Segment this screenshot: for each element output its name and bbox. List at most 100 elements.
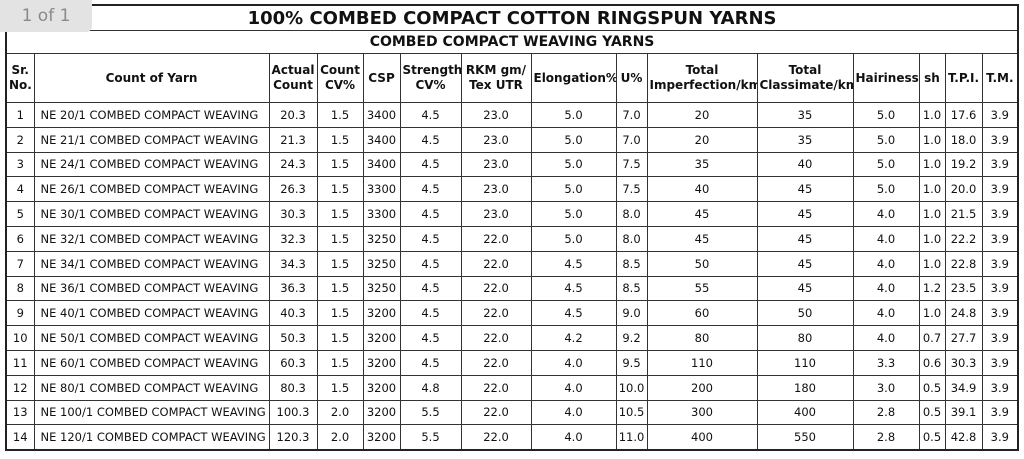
column-header: Total Imperfection/km [646, 53, 758, 103]
cell-value: 60 [646, 300, 758, 327]
cell-value: 17.6 [944, 102, 983, 128]
cell-value: 2.8 [852, 399, 920, 426]
column-header: sh [918, 53, 946, 103]
cell-value: 4.5 [399, 300, 462, 327]
cell-value: 1.2 [918, 275, 946, 302]
cell-value: 55 [646, 275, 758, 302]
cell-value: 7.0 [615, 126, 648, 153]
cell-value: 1.0 [918, 225, 946, 252]
page-badge: 1 of 1 [0, 0, 92, 32]
yarn-name: NE 26/1 COMBED COMPACT WEAVING [33, 176, 270, 203]
cell-value: 4.0 [530, 399, 617, 426]
yarn-name: NE 50/1 COMBED COMPACT WEAVING [33, 325, 270, 351]
data-row: 14 NE 120/1 COMBED COMPACT WEAVING 120.3 2.… [5, 424, 1019, 451]
cell-value: 3.9 [981, 399, 1019, 426]
cell-value: 23.0 [460, 176, 532, 203]
cell-value: 1.5 [316, 325, 364, 351]
cell-value: 1.5 [316, 250, 364, 277]
cell-value: 14 [5, 424, 35, 451]
cell-value: 50 [756, 300, 854, 327]
cell-value: 3200 [362, 399, 401, 426]
cell-value: 3.9 [981, 374, 1019, 401]
subtitle-row: COMBED COMPACT WEAVING YARNS [5, 30, 1019, 54]
cell-value: 300 [646, 399, 758, 426]
cell-value: 30.3 [944, 349, 983, 376]
cell-value: 22.0 [460, 325, 532, 351]
cell-value: 45 [756, 201, 854, 227]
cell-value: 34.3 [268, 250, 318, 277]
cell-value: 18.0 [944, 126, 983, 153]
cell-value: 4.0 [530, 374, 617, 401]
table-title: 100% COMBED COMPACT COTTON RINGSPUN YARN… [5, 4, 1019, 31]
cell-value: 1.0 [918, 151, 946, 178]
cell-value: 3.9 [981, 325, 1019, 351]
yarn-name: NE 120/1 COMBED COMPACT WEAVING [33, 424, 270, 451]
cell-value: 8.0 [615, 225, 648, 252]
cell-value: 3300 [362, 201, 401, 227]
cell-value: 5.0 [530, 176, 617, 203]
cell-value: 40 [756, 151, 854, 178]
cell-value: 5.0 [852, 151, 920, 178]
yarn-name: NE 40/1 COMBED COMPACT WEAVING [33, 300, 270, 327]
cell-value: 3250 [362, 250, 401, 277]
cell-value: 5.0 [530, 151, 617, 178]
title-row: 100% COMBED COMPACT COTTON RINGSPUN YARN… [5, 4, 1019, 31]
cell-value: 4.5 [399, 201, 462, 227]
column-header: T.P.I. [944, 53, 983, 103]
cell-value: 3300 [362, 176, 401, 203]
cell-value: 4.5 [399, 275, 462, 302]
cell-value: 4.0 [852, 325, 920, 351]
data-row: 13 NE 100/1 COMBED COMPACT WEAVING 100.3 2.… [5, 399, 1019, 426]
data-row: 6 NE 32/1 COMBED COMPACT WEAVING 32.3 1.5 32… [5, 225, 1019, 252]
cell-value: 20 [646, 102, 758, 128]
cell-value: 9.2 [615, 325, 648, 351]
cell-value: 110 [756, 349, 854, 376]
cell-value: 10.5 [615, 399, 648, 426]
cell-value: 11.0 [615, 424, 648, 451]
cell-value: 5.0 [530, 225, 617, 252]
cell-value: 3250 [362, 225, 401, 252]
cell-value: 550 [756, 424, 854, 451]
cell-value: 0.7 [918, 325, 946, 351]
cell-value: 5.5 [399, 399, 462, 426]
cell-value: 45 [756, 225, 854, 252]
cell-value: 400 [756, 399, 854, 426]
cell-value: 3400 [362, 126, 401, 153]
cell-value: 3.9 [981, 176, 1019, 203]
cell-value: 3.0 [852, 374, 920, 401]
cell-value: 3.9 [981, 151, 1019, 178]
cell-value: 0.6 [918, 349, 946, 376]
cell-value: 4.5 [399, 126, 462, 153]
cell-value: 22.0 [460, 424, 532, 451]
cell-value: 1.0 [918, 250, 946, 277]
cell-value: 1.0 [918, 176, 946, 203]
cell-value: 40.3 [268, 300, 318, 327]
cell-value: 35 [756, 126, 854, 153]
cell-value: 3.9 [981, 275, 1019, 302]
column-header: Total Classimate/km [756, 53, 854, 103]
cell-value: 26.3 [268, 176, 318, 203]
cell-value: 1.5 [316, 374, 364, 401]
data-row: 5 NE 30/1 COMBED COMPACT WEAVING 30.3 1.5 33… [5, 201, 1019, 227]
cell-value: 1.0 [918, 201, 946, 227]
cell-value: 39.1 [944, 399, 983, 426]
cell-value: 22.0 [460, 275, 532, 302]
cell-value: 19.2 [944, 151, 983, 178]
cell-value: 3.9 [981, 201, 1019, 227]
cell-value: 80 [646, 325, 758, 351]
cell-value: 20 [646, 126, 758, 153]
data-row: 2 NE 21/1 COMBED COMPACT WEAVING 21.3 1.5 34… [5, 126, 1019, 153]
cell-value: 23.0 [460, 151, 532, 178]
cell-value: 20.0 [944, 176, 983, 203]
cell-value: 4 [5, 176, 35, 203]
cell-value: 8 [5, 275, 35, 302]
cell-value: 60.3 [268, 349, 318, 376]
cell-value: 4.0 [852, 300, 920, 327]
cell-value: 23.5 [944, 275, 983, 302]
cell-value: 4.0 [852, 201, 920, 227]
data-row: 4 NE 26/1 COMBED COMPACT WEAVING 26.3 1.5 33… [5, 176, 1019, 203]
cell-value: 3.9 [981, 300, 1019, 327]
cell-value: 23.0 [460, 201, 532, 227]
cell-value: 4.0 [852, 225, 920, 252]
cell-value: 35 [646, 151, 758, 178]
